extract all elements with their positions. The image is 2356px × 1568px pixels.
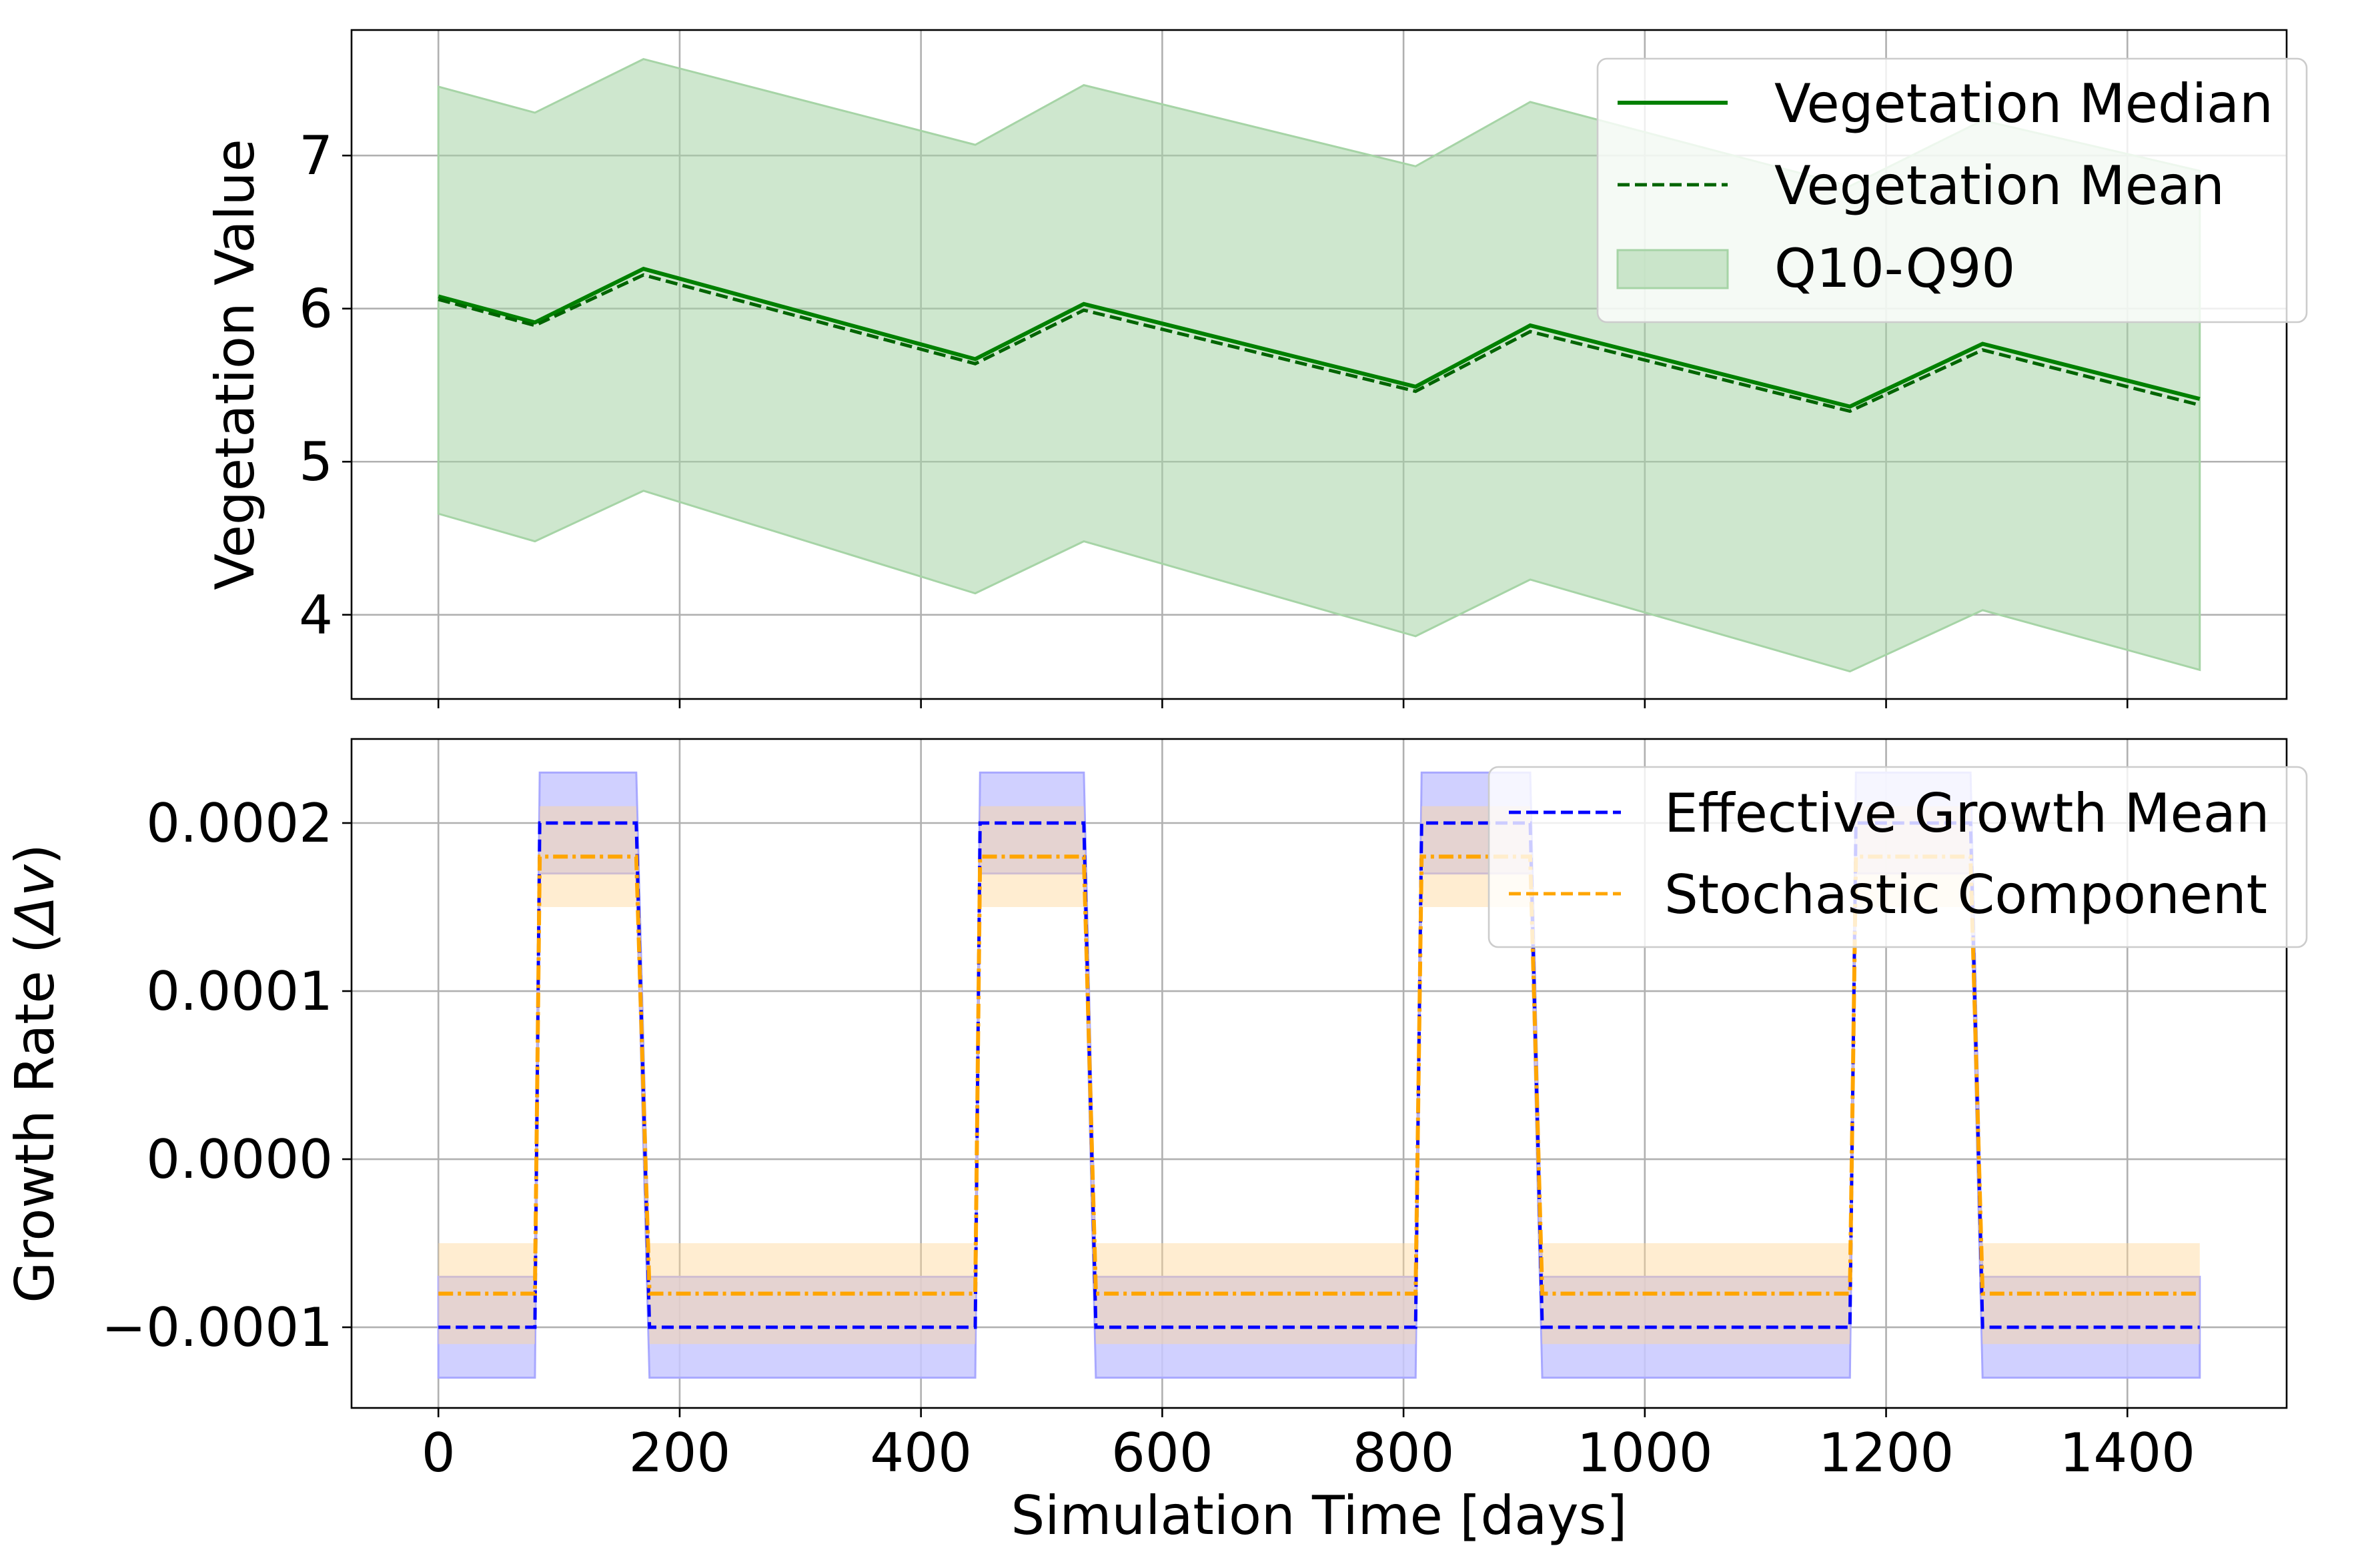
growth-mean-band — [437, 771, 2201, 1379]
y-tick-label: 7 — [299, 125, 333, 187]
legend-label: Vegetation Mean — [1774, 155, 2225, 217]
tick-marks: 4 5 6 7 — [299, 125, 2129, 708]
y-tick-label: 0.0002 — [146, 792, 333, 854]
y-tick-label: 6 — [299, 278, 333, 340]
x-axis-label: Simulation Time [days] — [1011, 1485, 1627, 1547]
axes-frame — [350, 29, 2288, 700]
legend-label: Effective Growth Mean — [1664, 782, 2269, 844]
legend-label: Stochastic Component — [1664, 864, 2267, 926]
y-tick-label: 5 — [299, 431, 333, 493]
vegetation-mean-line — [438, 273, 2201, 414]
y-tick-label: 0.0000 — [146, 1128, 333, 1191]
legend-box — [1596, 57, 2308, 323]
y-axis-label-symbol: Δv — [4, 864, 66, 937]
x-tick-label: 600 — [1111, 1422, 1213, 1484]
tick-marks: 0 200 400 600 800 1000 1200 1400 −0.0001 0.0000 0.… — [101, 792, 2195, 1484]
x-tick-label: 200 — [629, 1422, 731, 1484]
y-axis-label: Vegetation Value — [204, 139, 266, 590]
y-axis-label-close: ) — [4, 844, 66, 864]
x-tick-label: 800 — [1353, 1422, 1455, 1484]
x-tick-label: 400 — [870, 1422, 972, 1484]
y-axis-label: Growth Rate (Δv) — [4, 844, 66, 1303]
y-tick-label: 0.0001 — [146, 960, 333, 1022]
x-tick-label: 0 — [422, 1422, 456, 1484]
legend-label: Q10-Q90 — [1774, 237, 2015, 299]
legend: Vegetation Median Vegetation Mean Q10-Q90 — [1596, 57, 2308, 323]
y-tick-label: 4 — [299, 584, 333, 646]
x-tick-label: 1000 — [1577, 1422, 1713, 1484]
legend-label: Vegetation Median — [1774, 73, 2273, 135]
vegetation-median-line — [438, 266, 2201, 409]
y-tick-label: −0.0001 — [101, 1297, 333, 1359]
x-tick-label: 1200 — [1818, 1422, 1954, 1484]
legend-box — [1488, 766, 2308, 948]
y-axis-label-main: Growth Rate ( — [4, 933, 66, 1303]
chart-panel-growth-rate: 0 200 400 600 800 1000 1200 1400 −0.0001 0.0000 0.… — [4, 738, 2308, 1547]
legend: Effective Growth Mean Stochastic Componen… — [1488, 766, 2308, 948]
legend-swatch-band — [1616, 249, 1729, 289]
axes-frame — [350, 738, 2288, 1409]
stochastic-band — [438, 806, 2200, 1345]
x-tick-label: 1400 — [2059, 1422, 2195, 1484]
